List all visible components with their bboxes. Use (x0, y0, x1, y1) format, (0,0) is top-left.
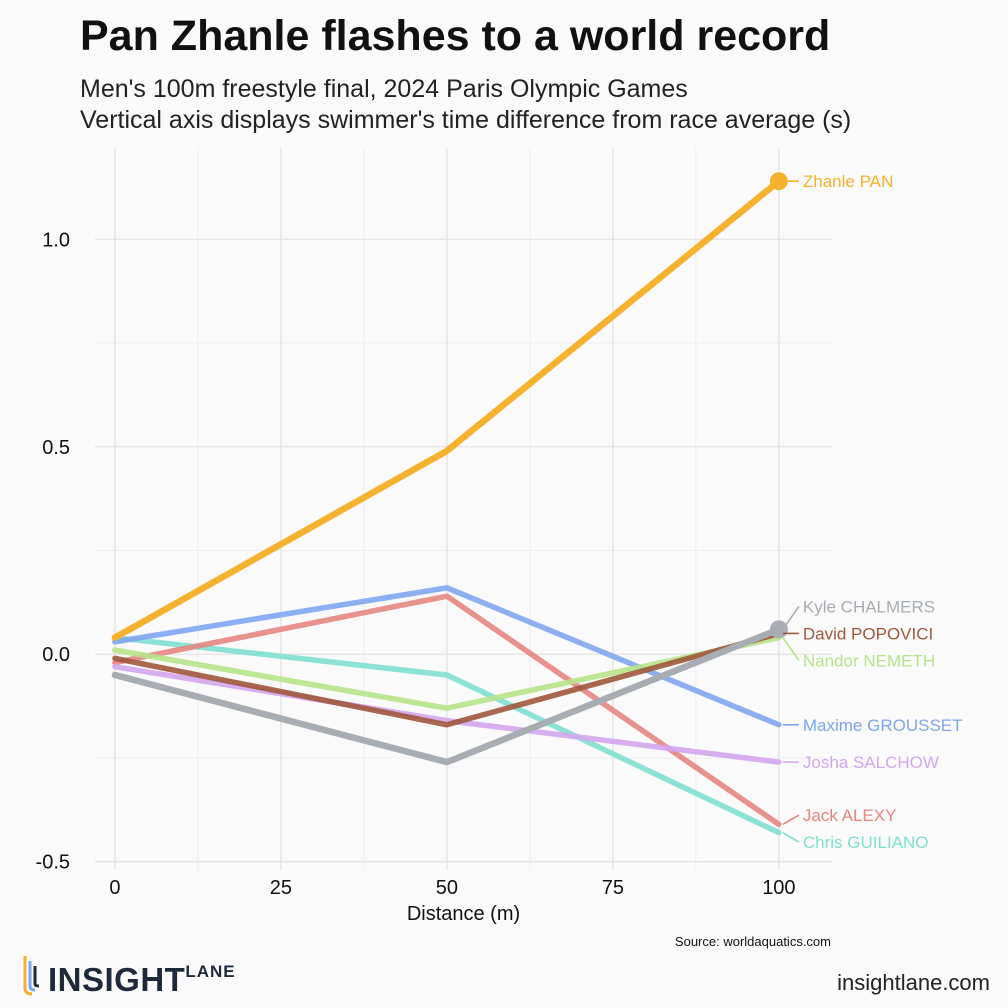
series-label: Zhanle PAN (803, 172, 893, 191)
insightlane-logo-icon (23, 956, 40, 996)
x-tick-label: 50 (436, 877, 458, 899)
subtitle-line-2: Vertical axis displays swimmer's time di… (80, 106, 852, 134)
logo-wordmark: INSIGHTLANE (48, 963, 236, 996)
logo-sup: LANE (185, 962, 236, 981)
series-end-point (769, 620, 788, 639)
series-end-point (769, 172, 788, 191)
series-label: Nandor NEMETH (803, 651, 935, 670)
x-tick-label: 0 (109, 877, 120, 899)
series-line (112, 630, 782, 728)
chart-subtitle: Men's 100m freestyle final, 2024 Paris O… (80, 74, 851, 136)
label-leader-line (782, 637, 800, 661)
x-axis-title: Distance (m) (407, 903, 520, 925)
series-line (112, 663, 782, 765)
logo-main: INSIGHT (48, 961, 186, 998)
series-line (111, 626, 783, 766)
series-line (111, 177, 783, 641)
series-label: Jack ALEXY (803, 806, 897, 825)
x-tick-label: 25 (270, 877, 292, 899)
y-tick-label: 0.5 (42, 437, 70, 459)
y-tick-label: 0.0 (42, 644, 70, 666)
source-note: Source: worldaquatics.com (674, 934, 831, 949)
website-url: insightlane.com (837, 970, 990, 995)
series-line (112, 585, 782, 728)
y-tick-label: -0.5 (36, 852, 70, 874)
x-tick-label: 100 (762, 877, 795, 899)
series-line (112, 634, 782, 836)
series-label: Kyle CHALMERS (803, 597, 935, 616)
label-leader-line (782, 606, 800, 630)
subtitle-line-1: Men's 100m freestyle final, 2024 Paris O… (80, 75, 688, 103)
series-label: Josha SALCHOW (803, 753, 939, 772)
chart-title: Pan Zhanle flashes to a world record (80, 12, 831, 60)
y-tick-label: 1.0 (42, 229, 70, 251)
x-tick-label: 75 (602, 877, 624, 899)
label-leader-line (782, 814, 800, 826)
brand-logo: INSIGHTLANE (22, 952, 236, 996)
label-leader-line (782, 831, 800, 843)
series-label: Chris GUILIANO (803, 833, 929, 852)
series-label: David POPOVICI (803, 624, 933, 643)
series-label: Maxime GROUSSET (803, 716, 963, 735)
